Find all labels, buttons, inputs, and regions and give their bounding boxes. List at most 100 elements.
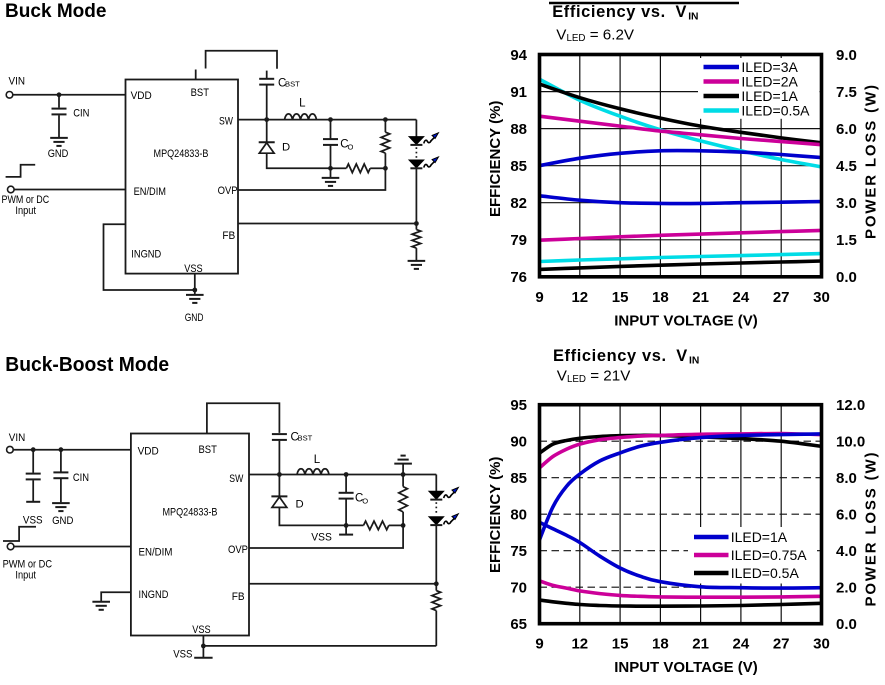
svg-text:V: V — [676, 347, 687, 365]
svg-text:4.5: 4.5 — [836, 158, 857, 175]
svg-text:VIN: VIN — [9, 76, 26, 88]
svg-text:21: 21 — [692, 636, 709, 653]
svg-text:EN/DIM: EN/DIM — [139, 547, 173, 559]
svg-text:C: C — [340, 138, 348, 150]
svg-text:MPQ24833-B: MPQ24833-B — [163, 506, 218, 518]
svg-text:ILED=1A: ILED=1A — [731, 529, 788, 545]
svg-text:85: 85 — [510, 158, 527, 175]
svg-text:21: 21 — [692, 289, 709, 306]
svg-text:PWM or DC: PWM or DC — [3, 558, 53, 570]
svg-text:12.0: 12.0 — [836, 397, 865, 414]
svg-text:D: D — [282, 142, 290, 154]
svg-text:90: 90 — [510, 434, 527, 451]
svg-text:ILED=2A: ILED=2A — [741, 74, 798, 90]
svg-text:EN/DIM: EN/DIM — [134, 186, 166, 198]
svg-text:9: 9 — [535, 636, 543, 653]
svg-text:C: C — [291, 432, 299, 444]
svg-text:0.0: 0.0 — [836, 616, 857, 633]
svg-text:30: 30 — [813, 289, 830, 306]
svg-text:Efficiency vs.: Efficiency vs. — [553, 347, 666, 365]
svg-text:85: 85 — [510, 470, 527, 487]
svg-text:0.0: 0.0 — [836, 269, 857, 286]
svg-text:15: 15 — [612, 289, 629, 306]
svg-text:88: 88 — [510, 121, 527, 138]
svg-text:30: 30 — [813, 636, 830, 653]
svg-text:79: 79 — [510, 232, 527, 249]
svg-text:VDD: VDD — [131, 90, 152, 102]
svg-text:VSS: VSS — [184, 263, 203, 275]
svg-text:V: V — [676, 3, 687, 21]
svg-text:GND: GND — [48, 148, 69, 160]
svg-text:INPUT VOLTAGE (V): INPUT VOLTAGE (V) — [614, 659, 758, 676]
svg-text:91: 91 — [510, 84, 527, 101]
svg-text:VSS: VSS — [311, 532, 332, 544]
svg-text:POWER LOSS (W): POWER LOSS (W) — [863, 453, 880, 607]
svg-text:7.5: 7.5 — [836, 84, 857, 101]
svg-text:VSS: VSS — [23, 515, 43, 527]
svg-text:75: 75 — [510, 543, 527, 560]
svg-text:12: 12 — [571, 636, 588, 653]
svg-text:GND: GND — [52, 515, 73, 527]
svg-text:24: 24 — [733, 289, 750, 306]
svg-text:IN: IN — [688, 11, 698, 22]
svg-text:VSS: VSS — [173, 649, 193, 661]
svg-text:12: 12 — [571, 289, 588, 306]
svg-text:18: 18 — [652, 636, 669, 653]
svg-text:POWER LOSS (W): POWER LOSS (W) — [863, 85, 880, 239]
svg-text:8.0: 8.0 — [836, 470, 857, 487]
svg-text:O: O — [362, 496, 368, 505]
svg-text:9.0: 9.0 — [836, 47, 857, 64]
svg-text:18: 18 — [652, 289, 669, 306]
svg-text:L: L — [299, 97, 306, 109]
svg-text:1.5: 1.5 — [836, 232, 857, 249]
svg-text:6.0: 6.0 — [836, 121, 857, 138]
svg-text:Input: Input — [15, 569, 36, 581]
svg-text:OVP: OVP — [228, 544, 248, 556]
svg-text:EFFICIENCY (%): EFFICIENCY (%) — [487, 101, 504, 217]
svg-text:VDD: VDD — [138, 446, 159, 458]
svg-text:65: 65 — [510, 616, 527, 633]
svg-text:95: 95 — [510, 397, 527, 414]
svg-text:C: C — [355, 492, 363, 504]
svg-text:ILED=0.75A: ILED=0.75A — [731, 547, 808, 563]
svg-text:4.0: 4.0 — [836, 543, 857, 560]
svg-text:BST: BST — [191, 87, 209, 99]
svg-text:9: 9 — [535, 289, 543, 306]
svg-text:INGND: INGND — [131, 249, 161, 261]
svg-text:CIN: CIN — [73, 472, 89, 484]
svg-text:VIN: VIN — [9, 432, 26, 444]
svg-text:D: D — [296, 499, 304, 511]
svg-text:82: 82 — [510, 195, 527, 212]
svg-text:94: 94 — [510, 47, 527, 64]
svg-text:76: 76 — [510, 269, 527, 286]
svg-text:IN: IN — [689, 355, 699, 366]
svg-text:ILED=0.5A: ILED=0.5A — [731, 565, 800, 581]
svg-text:27: 27 — [773, 636, 790, 653]
svg-text:24: 24 — [733, 636, 750, 653]
svg-text:Efficiency vs.: Efficiency vs. — [552, 3, 665, 21]
svg-text:ILED=0.5A: ILED=0.5A — [741, 103, 810, 119]
svg-text:SW: SW — [219, 115, 233, 127]
svg-text:INPUT VOLTAGE (V): INPUT VOLTAGE (V) — [614, 312, 758, 329]
svg-text:6.0: 6.0 — [836, 507, 857, 524]
svg-text:BST: BST — [199, 444, 217, 456]
svg-text:2.0: 2.0 — [836, 580, 857, 597]
svg-text:Input: Input — [15, 205, 36, 217]
svg-text:O: O — [348, 142, 354, 151]
svg-text:L: L — [314, 454, 321, 466]
svg-text:70: 70 — [510, 580, 527, 597]
svg-text:GND: GND — [185, 312, 204, 324]
svg-text:Buck Mode: Buck Mode — [5, 0, 107, 22]
svg-text:BST: BST — [285, 79, 300, 88]
svg-text:ILED=3A: ILED=3A — [741, 59, 798, 75]
svg-text:ILED=1A: ILED=1A — [741, 88, 798, 104]
svg-text:FB: FB — [222, 230, 235, 242]
svg-text:OVP: OVP — [218, 185, 238, 197]
svg-text:INGND: INGND — [139, 589, 169, 601]
svg-text:80: 80 — [510, 507, 527, 524]
svg-text:EFFICIENCY (%): EFFICIENCY (%) — [487, 457, 504, 573]
svg-text:15: 15 — [612, 636, 629, 653]
svg-text:CIN: CIN — [73, 108, 89, 120]
svg-text:MPQ24833-B: MPQ24833-B — [154, 148, 209, 160]
svg-text:FB: FB — [232, 591, 245, 603]
